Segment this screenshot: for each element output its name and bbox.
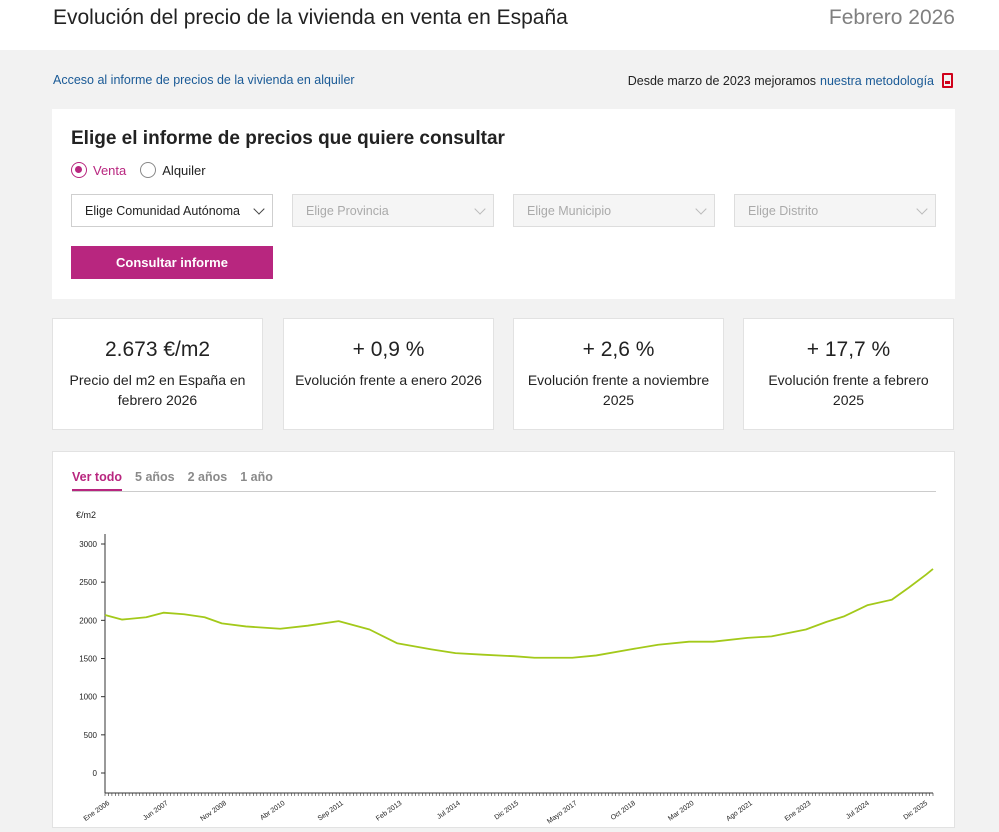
page-title: Evolución del precio de la vivienda en v…	[53, 6, 568, 29]
kpi-label: Evolución frente a febrero 2025	[768, 372, 929, 408]
panel-title: Elige el informe de precios que quiere c…	[71, 128, 505, 149]
range-tabs: Ver todo 5 años 2 años 1 año	[72, 470, 936, 492]
y-axis-label: €/m2	[76, 510, 96, 520]
select-municipio-value: Elige Municipio	[527, 204, 612, 218]
rent-report-link[interactable]: Acceso al informe de precios de la vivie…	[53, 73, 355, 87]
select-municipio[interactable]: Elige Municipio	[513, 194, 715, 227]
kpi-value: + 17,7 %	[806, 338, 891, 361]
x-tick-label: Ene 2006	[83, 800, 112, 823]
chevron-down-icon	[695, 203, 707, 215]
kpi-card-price: 2.673 €/m2 Precio del m2 en España en fe…	[52, 318, 263, 430]
y-tick-label: 500	[84, 731, 98, 740]
tab-5-anos[interactable]: 5 años	[135, 470, 175, 484]
top-bar: Evolución del precio de la vivienda en v…	[0, 0, 999, 50]
x-tick-label: Mayo 2017	[546, 800, 578, 826]
select-distrito[interactable]: Elige Distrito	[734, 194, 936, 227]
x-tick-label: Nov 2008	[199, 800, 228, 823]
methodology-note: Desde marzo de 2023 mejoramos nuestra me…	[628, 73, 953, 88]
x-tick-label: Sep 2011	[317, 800, 345, 823]
kpi-label: Evolución frente a noviembre 2025	[527, 372, 710, 408]
kpi-label: Evolución frente a enero 2026	[295, 372, 482, 388]
select-provincia[interactable]: Elige Provincia	[292, 194, 494, 227]
kpi-card-quarterly: + 2,6 % Evolución frente a noviembre 202…	[513, 318, 724, 430]
consult-report-button[interactable]: Consultar informe	[71, 246, 273, 279]
select-provincia-value: Elige Provincia	[306, 204, 389, 218]
radio-checked-icon	[71, 162, 87, 178]
y-tick-label: 1000	[79, 693, 97, 702]
methodology-prefix: Desde marzo de 2023 mejoramos	[627, 73, 817, 88]
radio-unchecked-icon	[140, 162, 157, 178]
radio-alquiler-label: Alquiler	[162, 162, 206, 178]
x-tick-label: Mar 2020	[667, 800, 695, 823]
report-selector-panel: Elige el informe de precios que quiere c…	[52, 109, 955, 299]
x-tick-label: Jul 2024	[845, 800, 871, 821]
x-tick-label: Oct 2018	[610, 800, 637, 822]
select-comunidad[interactable]: Elige Comunidad Autónoma	[71, 194, 273, 227]
tab-ver-todo[interactable]: Ver todo	[72, 470, 123, 491]
chevron-down-icon	[253, 203, 265, 215]
kpi-card-yearly: + 17,7 % Evolución frente a febrero 2025	[743, 318, 954, 430]
x-tick-label: Jun 2007	[142, 800, 170, 822]
price-series-line	[104, 568, 934, 659]
y-tick-label: 3000	[79, 540, 97, 549]
x-tick-label: Dic 2025	[902, 800, 929, 822]
kpi-value: + 0,9 %	[352, 338, 425, 361]
y-tick-label: 1500	[79, 655, 97, 664]
select-distrito-value: Elige Distrito	[748, 204, 819, 218]
operation-radio-group: Venta Alquiler	[71, 162, 206, 178]
methodology-link[interactable]: nuestra metodología	[820, 73, 934, 88]
kpi-value: + 2,6 %	[582, 338, 655, 361]
kpi-value: 2.673 €/m2	[104, 338, 211, 361]
x-tick-label: Abr 2010	[259, 800, 286, 822]
kpi-label: Precio del m2 en España en febrero 2026	[69, 372, 246, 408]
price-chart-card: Ver todo 5 años 2 años 1 año €/m2 0 500 100…	[52, 451, 955, 828]
radio-venta-label: Venta	[93, 162, 127, 178]
y-tick-label: 2000	[79, 616, 97, 625]
x-tick-label: Jul 2014	[436, 800, 462, 821]
kpi-card-monthly: + 0,9 % Evolución frente a enero 2026	[283, 318, 494, 430]
report-date: Febrero 2026	[828, 6, 955, 29]
select-comunidad-value: Elige Comunidad Autónoma	[85, 204, 240, 218]
x-tick-label: Ago 2021	[725, 800, 754, 823]
tab-1-ano[interactable]: 1 año	[240, 470, 273, 484]
radio-venta[interactable]: Venta	[71, 162, 126, 178]
x-tick-label: Feb 2013	[375, 800, 403, 823]
chevron-down-icon	[474, 203, 486, 215]
x-tick-label: Dic 2015	[493, 800, 520, 822]
y-tick-label: 0	[93, 769, 98, 778]
chevron-down-icon	[916, 203, 928, 215]
radio-alquiler[interactable]: Alquiler	[140, 162, 206, 178]
pdf-icon[interactable]	[942, 73, 953, 88]
tab-2-anos[interactable]: 2 años	[187, 470, 228, 484]
y-tick-label: 2500	[79, 578, 97, 587]
price-line-chart: €/m2 0 500 1000 1500 2000 2500 3000 Ene 2006 Jun …	[76, 510, 934, 826]
x-tick-label: Ene 2023	[784, 800, 813, 823]
